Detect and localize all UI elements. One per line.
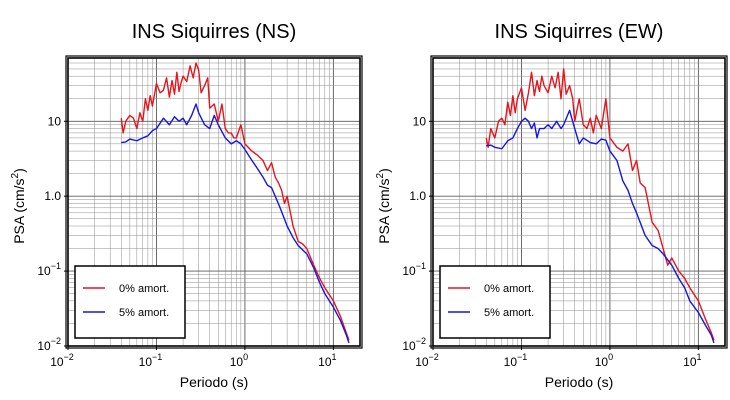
legend-label: 5% amort. (484, 307, 534, 319)
x-tick-label: 100 (230, 352, 248, 369)
y-tick-label: 10−1 (402, 261, 426, 278)
series-line-red (120, 62, 350, 341)
x-tick-label: 101 (318, 352, 336, 369)
x-tick-label: 101 (683, 352, 701, 369)
series-line-blue (486, 109, 715, 344)
y-tick-label: 10 (413, 114, 427, 128)
series-line-red (485, 68, 715, 341)
y-tick-label: 1.0 (44, 189, 61, 203)
x-tick-label: 10−2 (415, 352, 439, 369)
y-tick-label: 10 (48, 114, 62, 128)
legend: 0% amort. 5% amort. (74, 265, 186, 339)
axes-frame-outer (430, 55, 728, 349)
axes-frame (67, 57, 361, 347)
x-tick-label: 10−1 (504, 352, 528, 369)
axes-frame (432, 57, 726, 347)
x-tick-label: 10−2 (50, 352, 74, 369)
axes-frame-outer (65, 55, 363, 349)
y-axis-label: PSA (cm/s2) (10, 168, 27, 244)
y-tick-label: 1.0 (409, 189, 426, 203)
legend: 0% amort. 5% amort. (439, 265, 551, 339)
chart-title: INS Siquirres (EW) (495, 21, 664, 43)
series-line-blue (121, 103, 350, 344)
legend-box (74, 265, 186, 339)
x-axis-label: Periodo (s) (180, 374, 248, 390)
legend-label: 0% amort. (484, 283, 534, 295)
legend-box (439, 265, 551, 339)
y-tick-label: 10−2 (37, 336, 61, 353)
legend-label: 0% amort. (119, 283, 169, 295)
chart-panel-2: 10−2 10−1 100 101 10−2 10−1 1.0 10 INS Siquirres… (375, 21, 728, 390)
x-tick-label: 10−1 (139, 352, 163, 369)
x-tick-label: 100 (595, 352, 613, 369)
chart-panel-1: 10−2 10−1 100 101 10−2 10−1 1.0 10 INS Siquirres… (10, 21, 363, 390)
chart-title: INS Siquirres (NS) (132, 21, 296, 43)
legend-label: 5% amort. (119, 307, 169, 319)
y-axis-label: PSA (cm/s2) (375, 168, 392, 244)
y-tick-label: 10−2 (402, 336, 426, 353)
y-tick-label: 10−1 (37, 261, 61, 278)
x-axis-label: Periodo (s) (545, 374, 613, 390)
